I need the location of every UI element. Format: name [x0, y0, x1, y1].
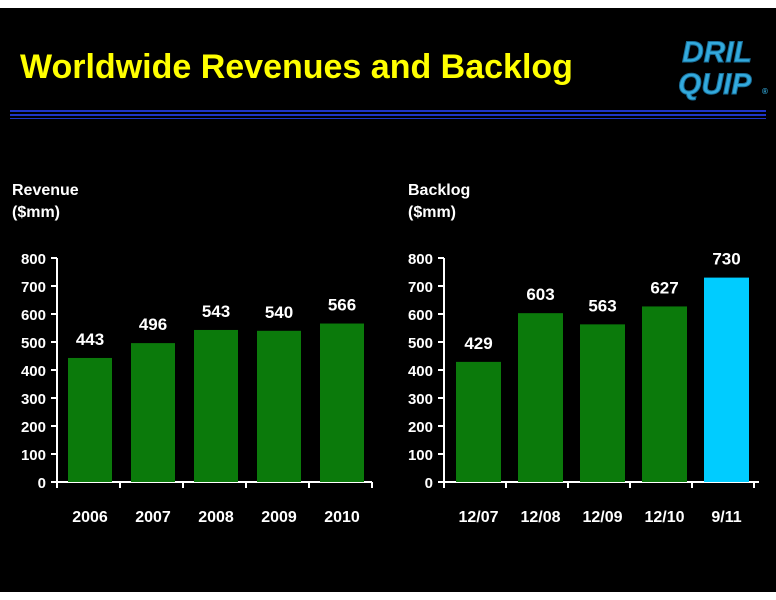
revenue-ytick-label: 800: [21, 251, 46, 268]
revenue-ytick-label: 600: [21, 307, 46, 324]
backlog-data-label: 429: [464, 334, 492, 353]
revenue-ylabel-line-2: ($mm): [12, 204, 60, 221]
revenue-data-label: 443: [76, 330, 104, 349]
backlog-ytick-label: 400: [408, 363, 433, 380]
backlog-bar: [580, 324, 625, 482]
slide-title: Worldwide Revenues and Backlog: [20, 48, 573, 86]
backlog-category-label: 9/11: [711, 509, 741, 526]
backlog-category-label: 12/07: [458, 509, 498, 526]
revenue-bar: [257, 330, 301, 482]
revenue-category-label: 2010: [324, 509, 360, 526]
revenue-ytick-label: 500: [21, 335, 46, 352]
backlog-category-label: 12/09: [582, 509, 622, 526]
revenue-bar: [131, 343, 175, 482]
revenue-ylabel-line-1: Revenue: [12, 182, 79, 199]
backlog-data-label: 730: [712, 250, 740, 269]
logo-registered-mark: ®: [762, 87, 768, 96]
title-rule-middle: [10, 114, 766, 116]
revenue-data-label: 543: [202, 302, 230, 321]
dril-quip-logo: DRIL QUIP ®: [678, 36, 769, 102]
title-rule-top: [10, 110, 766, 112]
backlog-data-label: 627: [650, 278, 678, 297]
revenue-ytick-label: 100: [21, 447, 46, 464]
backlog-ytick-label: 800: [408, 251, 433, 268]
charts-area: Revenue ($mm) 0 100 200 300 400 500 600 700 800 443…: [12, 182, 759, 526]
backlog-ytick-label: 300: [408, 391, 433, 408]
backlog-ytick-label: 700: [408, 279, 433, 296]
revenue-category-label: 2006: [72, 509, 108, 526]
backlog-bar: [642, 306, 687, 482]
revenue-ytick-label: 700: [21, 279, 46, 296]
backlog-ytick-label: 600: [408, 307, 433, 324]
backlog-category-label: 12/08: [520, 509, 560, 526]
backlog-data-label: 563: [588, 296, 616, 315]
revenue-category-label: 2008: [198, 509, 234, 526]
logo-line-1: DRIL: [682, 36, 752, 69]
revenue-bar: [68, 357, 112, 482]
revenue-ytick-label: 0: [38, 475, 46, 492]
revenue-ytick-label: 400: [21, 363, 46, 380]
backlog-bar: [704, 277, 749, 482]
revenue-data-label: 566: [328, 296, 356, 315]
title-rule-bottom: [10, 118, 766, 119]
revenue-ytick-label: 200: [21, 419, 46, 436]
backlog-category-label: 12/10: [644, 509, 684, 526]
backlog-ylabel-line-1: Backlog: [408, 182, 470, 199]
backlog-bar: [456, 361, 501, 482]
backlog-data-label: 603: [526, 285, 554, 304]
backlog-ytick-label: 200: [408, 419, 433, 436]
revenue-ytick-label: 300: [21, 391, 46, 408]
logo-line-2: QUIP: [678, 68, 752, 101]
revenue-bar: [194, 329, 238, 482]
backlog-ylabel-line-2: ($mm): [408, 204, 456, 221]
revenue-data-label: 496: [139, 315, 167, 334]
revenue-category-label: 2009: [261, 509, 297, 526]
backlog-ytick-label: 100: [408, 447, 433, 464]
revenue-data-label: 540: [265, 303, 293, 322]
backlog-ytick-label: 500: [408, 335, 433, 352]
backlog-bar: [518, 313, 563, 482]
backlog-ytick-label: 0: [425, 475, 433, 492]
slide: Worldwide Revenues and Backlog DRIL QUIP…: [0, 8, 776, 592]
revenue-bar: [320, 323, 364, 482]
revenue-category-label: 2007: [135, 509, 171, 526]
